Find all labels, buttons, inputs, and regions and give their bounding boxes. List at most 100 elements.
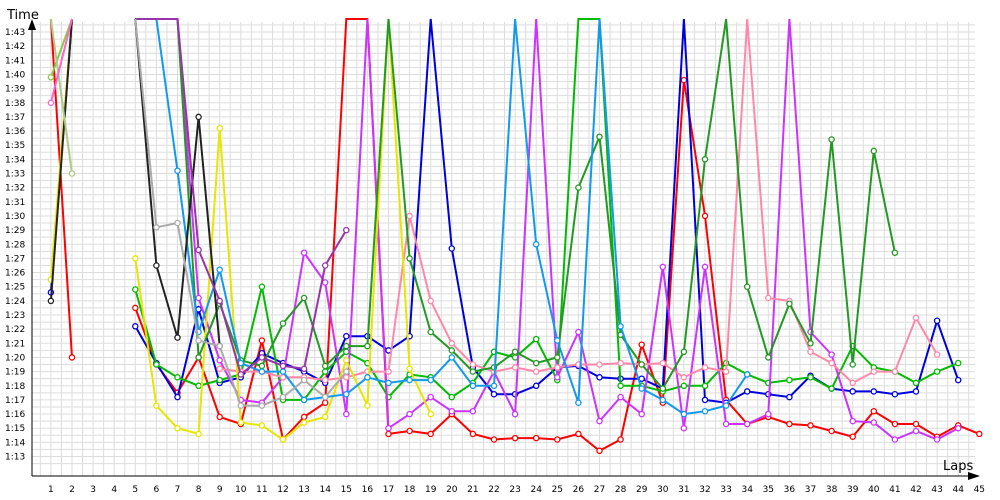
x-tick-label: 10: [235, 485, 247, 495]
data-point: [912, 427, 920, 435]
x-tick-label: 35: [763, 485, 774, 495]
data-point: [216, 376, 223, 384]
data-point: [596, 417, 603, 425]
x-tick-label: 16: [362, 485, 374, 495]
data-point: [786, 420, 793, 428]
series-18: [47, 18, 73, 107]
data-point: [195, 113, 202, 121]
data-point: [216, 342, 223, 350]
data-point: [237, 419, 245, 426]
data-point: [575, 328, 582, 336]
y-tick-label: 1:32: [5, 184, 25, 194]
data-point: [722, 402, 730, 409]
y-tick-label: 1:43: [5, 28, 25, 38]
y-tick-label: 1:25: [5, 283, 25, 293]
data-point: [743, 388, 751, 395]
y-tick-label: 1:28: [5, 240, 25, 250]
data-point: [216, 266, 223, 273]
data-point: [849, 388, 856, 395]
data-point: [849, 361, 856, 368]
x-tick-label: 18: [404, 485, 416, 495]
data-point: [659, 396, 667, 404]
y-tick-label: 1:18: [5, 382, 25, 392]
x-tick-label: 33: [720, 485, 731, 495]
data-point: [216, 413, 223, 421]
data-point: [321, 262, 329, 269]
data-point: [638, 385, 645, 392]
x-tick-label: 42: [910, 485, 921, 495]
data-point: [237, 371, 245, 378]
series-line: [135, 18, 749, 416]
data-point: [448, 393, 456, 401]
data-point: [216, 124, 223, 132]
data-point: [174, 374, 181, 381]
data-point: [870, 147, 878, 155]
y-tick-label: 1:20: [5, 353, 25, 363]
data-point: [153, 361, 160, 368]
y-tick-label: 1:21: [5, 339, 25, 349]
data-point: [554, 436, 561, 443]
x-tick-label: 32: [699, 485, 710, 495]
x-tick-labels: 1 2 3 4 5 6 7 8 9 10 11 12 13 14 15 16 17 18 19 20 21 22 23 24 2…: [48, 485, 985, 495]
data-point: [406, 427, 413, 435]
y-tick-label: 1:41: [5, 56, 25, 66]
x-tick-label: 25: [552, 485, 563, 495]
data-point: [448, 340, 456, 347]
data-point: [343, 374, 350, 381]
data-point: [870, 368, 878, 375]
data-point: [427, 430, 434, 438]
data-point: [448, 245, 456, 252]
data-point: [258, 354, 266, 361]
series-17: [49, 18, 76, 177]
data-point: [807, 374, 814, 381]
data-point: [933, 351, 941, 358]
data-point: [258, 337, 266, 344]
series-line: [49, 18, 73, 174]
data-point: [870, 419, 878, 426]
data-point: [195, 294, 202, 302]
data-point: [343, 410, 350, 418]
data-point: [343, 226, 350, 234]
y-tick-label: 1:19: [5, 368, 25, 378]
data-point: [638, 410, 645, 418]
data-point: [364, 402, 371, 409]
data-point: [701, 156, 709, 163]
data-point: [701, 212, 709, 220]
y-tick-label: 1:13: [5, 453, 25, 463]
data-point: [216, 365, 223, 373]
data-point: [933, 368, 941, 375]
x-tick-label: 36: [784, 485, 796, 495]
data-point: [722, 420, 730, 428]
data-point: [912, 379, 920, 387]
data-point: [891, 436, 899, 443]
data-point: [532, 359, 540, 367]
data-point: [786, 300, 793, 307]
data-point: [385, 424, 392, 432]
data-point: [680, 76, 688, 84]
x-axis-title: Laps: [943, 459, 973, 474]
chart-axes: [28, 19, 980, 480]
data-point: [807, 422, 814, 429]
data-point: [132, 255, 139, 262]
x-tick-label: 20: [446, 485, 458, 495]
data-point: [554, 374, 561, 381]
y-tick-label: 1:17: [5, 396, 25, 406]
y-tick-label: 1:15: [5, 424, 25, 434]
data-point: [490, 436, 498, 443]
y-tick-label: 1:26: [5, 269, 25, 279]
y-tick-label: 1:14: [5, 438, 25, 448]
data-point: [743, 283, 751, 290]
series-line: [49, 18, 73, 358]
data-point: [849, 417, 856, 425]
data-point: [258, 422, 266, 429]
data-point: [321, 399, 329, 406]
data-point: [786, 393, 793, 401]
x-tick-label: 27: [594, 485, 605, 495]
x-tick-label: 31: [678, 485, 689, 495]
data-point: [300, 249, 308, 256]
data-point: [659, 263, 667, 271]
data-point: [343, 368, 350, 375]
x-tick-label: 19: [425, 485, 437, 495]
data-point: [891, 368, 899, 375]
